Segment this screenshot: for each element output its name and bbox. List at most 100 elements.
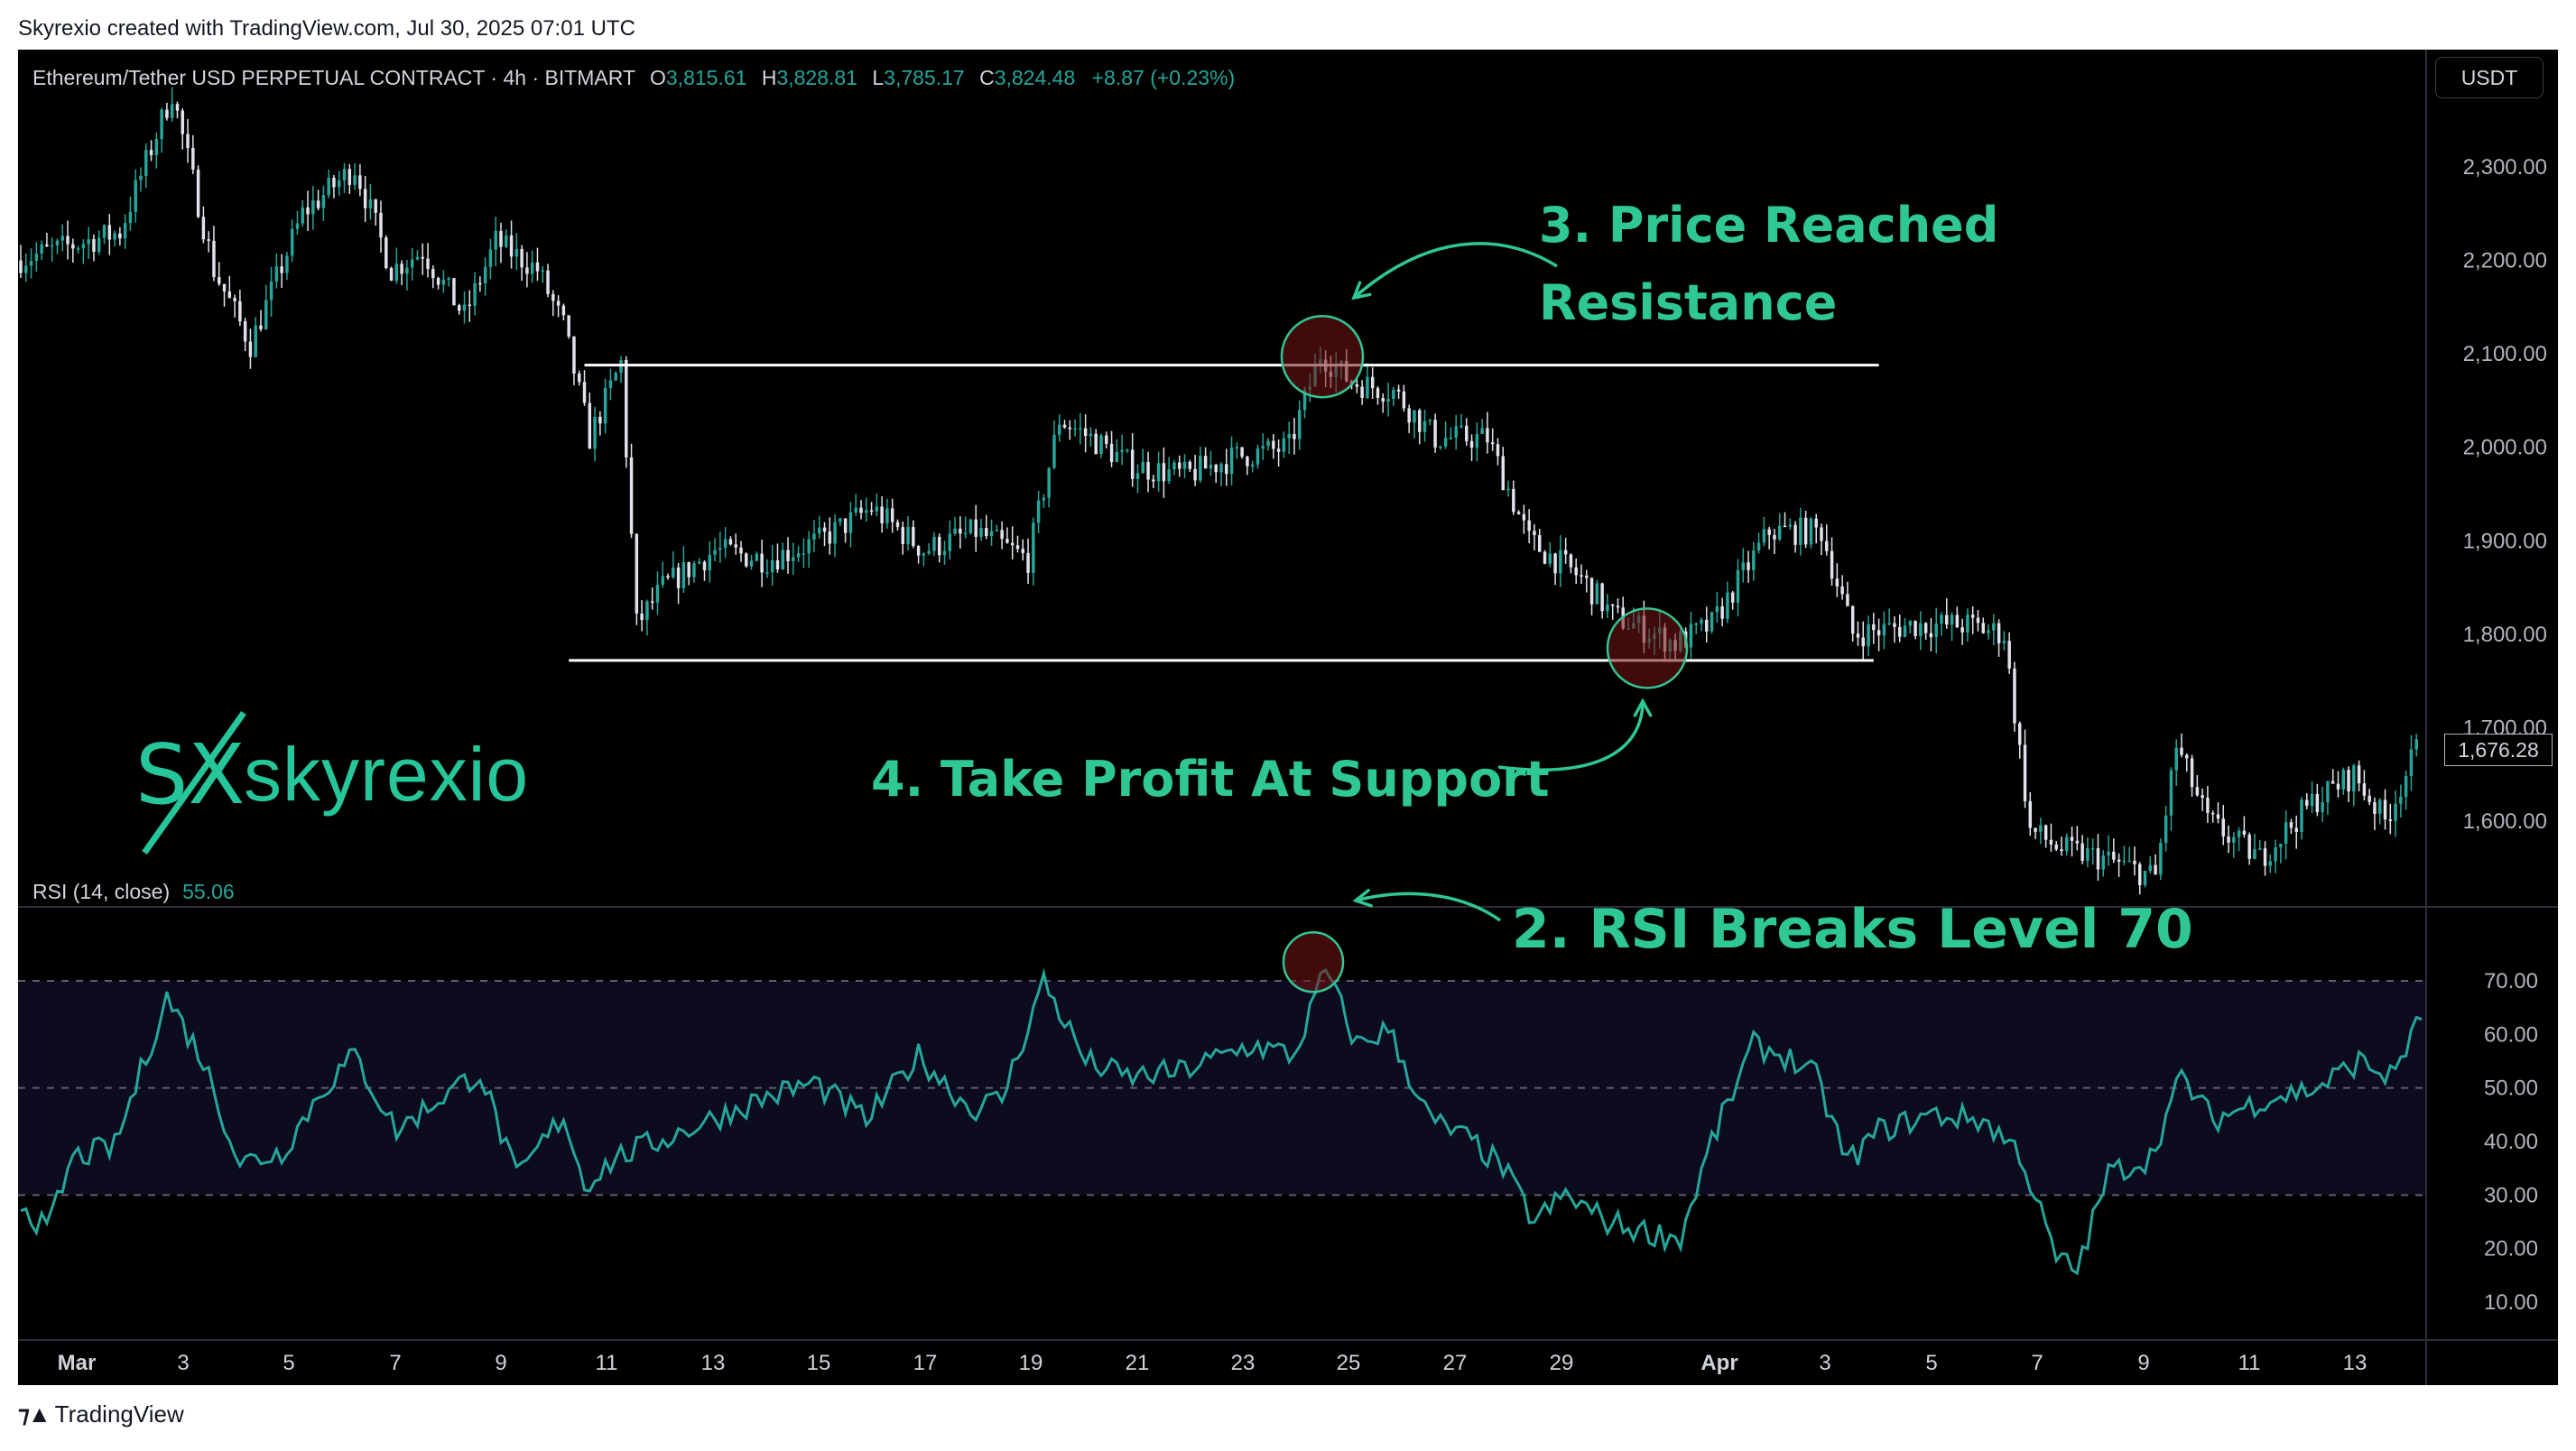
candle-body <box>1021 549 1024 553</box>
candle-body <box>175 104 180 111</box>
candle-body <box>822 527 827 532</box>
candle-body <box>71 244 75 249</box>
candle-body <box>248 341 253 357</box>
current-price-tag: 1,676.28 <box>2444 734 2553 766</box>
rsi-axis-label: 40.00 <box>2484 1130 2538 1154</box>
candle-body <box>415 256 420 260</box>
candle-body <box>2247 834 2251 859</box>
candle-body <box>1788 524 1793 527</box>
candle-body <box>2007 641 2011 669</box>
candle-body <box>514 248 519 257</box>
candle-body <box>1553 553 1557 574</box>
candle-body <box>614 373 617 381</box>
high-value: 3,828.81 <box>776 66 857 89</box>
candle-body <box>1282 438 1286 452</box>
candle-body <box>1454 426 1458 438</box>
candle-body <box>1867 624 1870 647</box>
candle-body <box>29 261 33 266</box>
rsi-highlight <box>1282 930 1345 994</box>
candle-body <box>2404 775 2408 797</box>
candle-body <box>1574 567 1578 576</box>
candle-body <box>1152 479 1155 482</box>
candle-body <box>1109 443 1114 463</box>
candle-body <box>1997 623 2001 643</box>
time-axis-label: 23 <box>1231 1351 1256 1375</box>
candle-body <box>1094 433 1098 455</box>
chart-frame[interactable]: 2,300.00 2,200.00 2,100.00 2,000.00 1,900.00… <box>18 50 2558 1385</box>
candle-body <box>1960 627 1964 633</box>
price-axis-label: 2,300.00 <box>2463 155 2547 180</box>
candle-body <box>979 528 983 537</box>
time-axis-label: 19 <box>1019 1351 1043 1375</box>
candle-body <box>702 561 707 571</box>
time-axis-label: 13 <box>2343 1351 2368 1375</box>
time-axis-label: 29 <box>1550 1351 1574 1375</box>
candle-body <box>2023 744 2027 801</box>
candle-body <box>1490 442 1495 445</box>
candle-body <box>2289 822 2293 828</box>
candle-body <box>1407 408 1411 423</box>
candle-body <box>739 547 743 554</box>
candle-body <box>483 266 487 284</box>
candle-body <box>895 522 900 528</box>
price-axis-label: 1,900.00 <box>2463 529 2547 553</box>
candle-body <box>1893 623 1896 627</box>
candle-body <box>1976 617 1980 624</box>
candle-body <box>1966 615 1969 633</box>
candle-body <box>859 507 863 513</box>
time-axis-label: 17 <box>913 1351 938 1375</box>
candle-body <box>1235 447 1239 448</box>
candle-body <box>1585 575 1589 578</box>
candle-body <box>906 527 910 544</box>
arrow-support <box>1497 700 1645 772</box>
candle-body <box>1846 594 1849 606</box>
candle-body <box>2138 864 2142 885</box>
currency-button[interactable]: USDT <box>2435 57 2544 98</box>
candle-body <box>1246 457 1249 467</box>
candle-body <box>1250 464 1255 467</box>
tradingview-logo[interactable]: ⁊▲ TradingView <box>18 1400 184 1428</box>
candle-body <box>1130 449 1135 479</box>
candle-body <box>1501 456 1505 491</box>
candle-body <box>394 263 399 282</box>
candle-body <box>1376 388 1380 399</box>
candle-body <box>2253 849 2256 859</box>
candle-body <box>1105 435 1108 444</box>
candle-body <box>1413 410 1416 423</box>
candle-body <box>1089 433 1093 437</box>
candle-body <box>285 255 289 273</box>
candle-body <box>1934 624 1938 638</box>
candle-body <box>118 233 122 239</box>
candle-body <box>2185 754 2189 759</box>
candle-body <box>959 528 962 534</box>
candle-body <box>34 254 39 262</box>
candle-body <box>1026 552 1030 573</box>
candle-body <box>1381 398 1385 402</box>
candle-body <box>1449 437 1453 439</box>
brand-name: skyrexio <box>244 732 530 817</box>
candle-body <box>1606 604 1609 612</box>
candle-body <box>2002 641 2006 643</box>
candle-body <box>2090 847 2095 850</box>
candle-body <box>629 457 634 534</box>
candle-body <box>1480 428 1484 434</box>
candle-body <box>2143 871 2147 885</box>
candle-body <box>509 235 514 257</box>
candle-body <box>723 539 727 549</box>
chart-caption: Skyrexio created with TradingView.com, J… <box>18 16 635 41</box>
candle-body <box>1229 448 1234 475</box>
candle-body <box>243 321 247 342</box>
candle-body <box>1522 513 1526 521</box>
candle-body <box>635 533 639 614</box>
candle-body <box>833 522 837 544</box>
candle-body <box>254 325 257 357</box>
chart-canvas[interactable]: 2,300.00 2,200.00 2,100.00 2,000.00 1,900.00… <box>18 50 2558 1385</box>
candle-body <box>1083 428 1088 437</box>
candle-body <box>1778 525 1782 540</box>
candle-body <box>593 416 597 449</box>
candle-body <box>1767 529 1771 535</box>
candle-body <box>765 572 769 574</box>
symbol-title: Ethereum/Tether USD PERPETUAL CONTRACT ·… <box>32 66 635 89</box>
candle-body <box>1799 517 1802 545</box>
candle-body <box>452 278 456 306</box>
